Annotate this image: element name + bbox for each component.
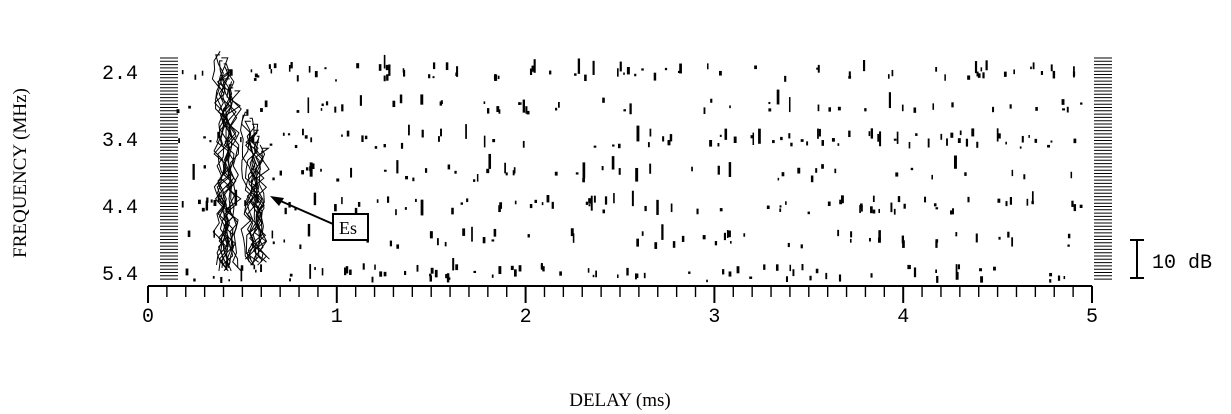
x-tick-label: 4 bbox=[897, 306, 909, 329]
db-scale-bar: 10 dB bbox=[1130, 240, 1212, 278]
x-tick-label: 2 bbox=[520, 306, 532, 329]
left-amplitude-scale bbox=[160, 58, 178, 279]
es-arrow-head bbox=[270, 196, 284, 206]
x-tick-label: 5 bbox=[1086, 306, 1098, 329]
x-axis-label: DELAY (ms) bbox=[569, 390, 671, 411]
y-tick-label: 2.4 bbox=[102, 63, 138, 86]
plot-marks bbox=[178, 52, 1081, 283]
x-tick-label: 3 bbox=[708, 306, 720, 329]
y-axis-label: FREQUENCY (MHz) bbox=[10, 88, 31, 258]
db-scale-label: 10 dB bbox=[1152, 252, 1212, 275]
es-label: Es bbox=[339, 218, 357, 238]
x-tick-label: 0 bbox=[142, 306, 154, 329]
y-tick-labels: 2.4 3.4 4.4 5.4 bbox=[102, 63, 138, 287]
y-tick-label: 4.4 bbox=[102, 197, 138, 220]
x-tick-labels: 0 1 2 3 4 5 bbox=[142, 306, 1098, 329]
y-tick-label: 3.4 bbox=[102, 130, 138, 153]
y-tick-label: 5.4 bbox=[102, 264, 138, 287]
x-tick-label: 1 bbox=[331, 306, 343, 329]
x-axis bbox=[148, 286, 1092, 303]
es-annotation: Es bbox=[270, 196, 368, 240]
right-amplitude-scale bbox=[1094, 58, 1112, 279]
